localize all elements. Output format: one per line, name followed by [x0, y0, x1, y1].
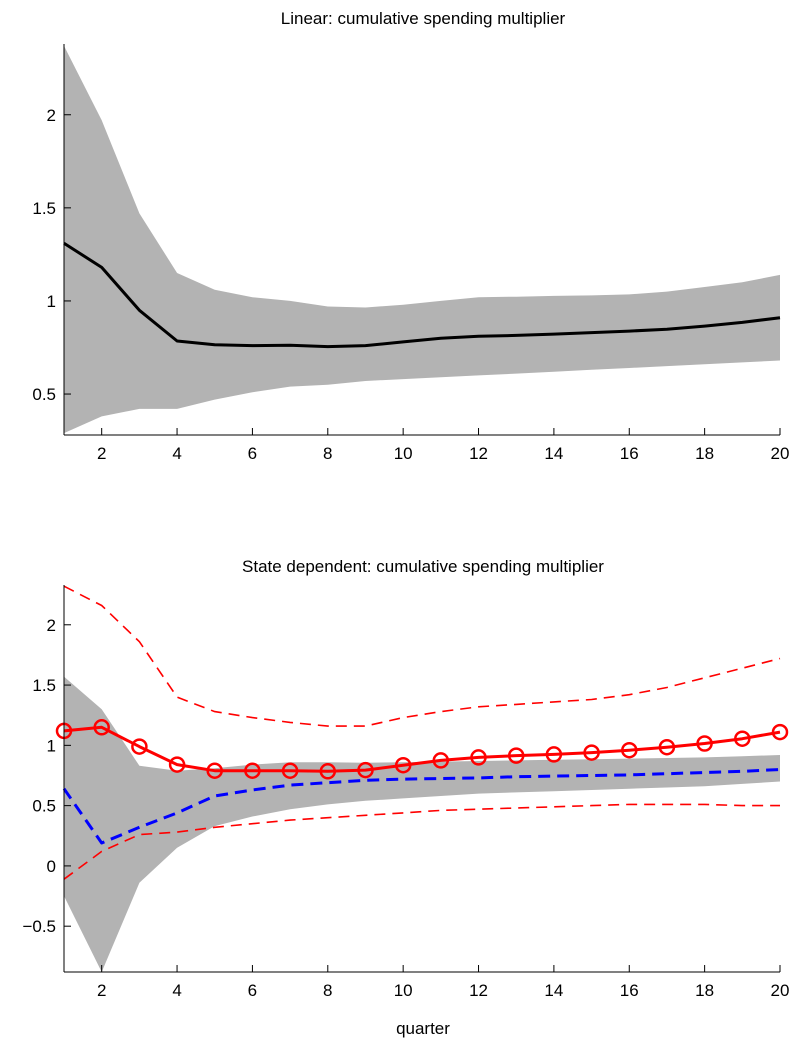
state-x-tick-label: 18 — [695, 981, 714, 1000]
state-data-point — [244, 762, 261, 779]
state-y-tick-label: 2 — [47, 616, 56, 635]
linear-x-tick-label: 12 — [469, 444, 488, 463]
linear-x-tick-label: 10 — [394, 444, 413, 463]
x-axis-label: quarter — [396, 1019, 450, 1038]
state-series-line-3 — [62, 768, 781, 845]
state-x-tick-label: 10 — [394, 981, 413, 1000]
linear-y-tick-label: 0.5 — [32, 385, 56, 404]
state-x-tick-label: 2 — [97, 981, 106, 1000]
linear-x-tick-label: 2 — [97, 444, 106, 463]
state-data-point — [168, 756, 186, 773]
state-x-tick-label: 4 — [172, 981, 181, 1000]
state-x-tick-label: 14 — [544, 981, 563, 1000]
linear-x-tick-label: 16 — [620, 444, 639, 463]
linear-y-tick-label: 1 — [47, 292, 56, 311]
state-data-point — [206, 762, 223, 779]
state-data-point — [771, 723, 789, 741]
linear-x-tick-label: 8 — [323, 444, 332, 463]
state-x-tick-label: 12 — [469, 981, 488, 1000]
state-data-point — [734, 730, 751, 747]
linear-plot-area: 2 4 6 8 10 12 14 16 18 20 0.5 1 1.5 2 — [32, 44, 789, 463]
state-y-tick-label: 1 — [47, 736, 56, 755]
linear-panel: Linear: cumulative spending multiplier 2… — [32, 9, 789, 463]
state-data-point — [357, 761, 374, 779]
state-x-tick-label: 16 — [620, 981, 639, 1000]
state-series-line-1 — [63, 585, 781, 727]
state-data-point — [131, 738, 148, 755]
state-y-tick-label: −0.5 — [22, 917, 56, 936]
state-data-point — [93, 719, 110, 736]
state-data-point — [394, 756, 412, 774]
state-data-point — [621, 741, 638, 759]
state-data-point — [281, 762, 299, 779]
state-data-point — [658, 738, 676, 756]
linear-y-tick-label: 2 — [47, 106, 56, 125]
state-y-tick-label: 1.5 — [32, 676, 56, 695]
linear-x-tick-label: 4 — [172, 444, 181, 463]
state-data-point — [696, 735, 713, 752]
linear-chart-title: Linear: cumulative spending multiplier — [281, 9, 566, 28]
state-dependent-panel: State dependent: cumulative spending mul… — [22, 557, 789, 1038]
state-y-tick-label: 0.5 — [32, 797, 56, 816]
state-data-point — [319, 763, 337, 780]
linear-x-tick-label: 14 — [544, 444, 563, 463]
linear-x-tick-label: 6 — [248, 444, 257, 463]
state-x-tick-label: 20 — [771, 981, 790, 1000]
state-x-tick-label: 8 — [323, 981, 332, 1000]
state-data-point — [583, 744, 600, 761]
linear-x-tick-label: 18 — [695, 444, 714, 463]
linear-y-tick-label: 1.5 — [32, 199, 56, 218]
state-dependent-plot-area: 2 4 6 8 10 12 14 16 18 20 −0.5 0 0.5 1 1.5 2 — [22, 585, 789, 1000]
state-data-point — [470, 749, 487, 766]
state-data-point — [507, 747, 525, 764]
state-dependent-chart-title: State dependent: cumulative spending mul… — [242, 557, 604, 576]
state-confidence-band — [64, 676, 780, 972]
linear-confidence-band — [64, 45, 780, 434]
state-series-line-2 — [63, 803, 780, 880]
state-data-point — [545, 746, 563, 763]
linear-series-line-0 — [63, 241, 781, 349]
state-data-point — [432, 752, 450, 769]
linear-x-tick-label: 20 — [771, 444, 790, 463]
state-y-tick-label: 0 — [47, 857, 56, 876]
state-x-tick-label: 6 — [248, 981, 257, 1000]
